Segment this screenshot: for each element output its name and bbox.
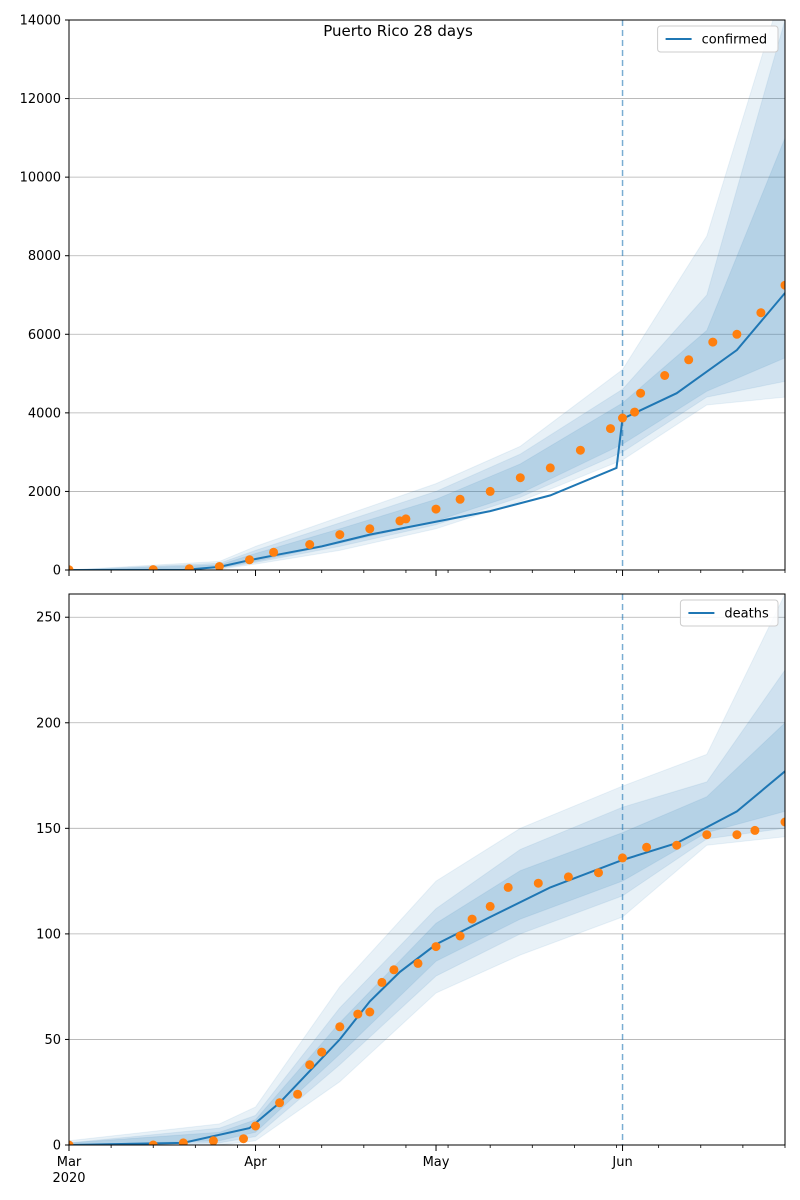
legend-box-deaths — [679, 599, 779, 627]
point-confirmed-23 — [708, 337, 718, 347]
point-confirmed-11 — [431, 504, 441, 514]
point-deaths-23 — [594, 868, 603, 878]
band-outer-confirmed — [69, 20, 785, 570]
point-deaths-8 — [305, 1060, 315, 1070]
band-outer-deaths — [69, 594, 785, 1145]
point-deaths-1 — [148, 1140, 158, 1145]
y-tick-label-deaths-1: 50 — [44, 1033, 61, 1048]
point-deaths-17 — [455, 931, 465, 941]
y-tick-label-confirmed-1: 2000 — [28, 485, 61, 500]
y-tick-label-confirmed-2: 4000 — [28, 406, 61, 421]
legend-label-confirmed: confirmed — [702, 33, 768, 48]
point-deaths-28 — [732, 830, 742, 840]
point-deaths-25 — [642, 842, 652, 852]
point-confirmed-16 — [575, 445, 585, 455]
y-tick-label-confirmed-7: 14000 — [20, 14, 61, 29]
point-confirmed-12 — [455, 494, 465, 504]
band-middle-deaths — [69, 669, 785, 1145]
point-deaths-14 — [389, 965, 399, 975]
point-confirmed-24 — [732, 329, 742, 339]
legend-label-deaths: deaths — [724, 607, 769, 622]
x-tick-label-jun: Jun — [611, 1155, 632, 1170]
point-confirmed-3 — [214, 562, 224, 570]
y-tick-label-deaths-3: 150 — [36, 822, 61, 837]
point-confirmed-7 — [335, 530, 345, 540]
chart-title: Puerto Rico 28 days — [323, 22, 473, 40]
deaths-chart-panel: 0 50 100 150 200 250 Mar Apr May Jun 2020 deaths — [36, 593, 786, 1186]
point-confirmed-18 — [618, 413, 627, 423]
point-deaths-19 — [485, 901, 495, 911]
point-confirmed-4 — [245, 555, 254, 565]
point-deaths-15 — [413, 958, 423, 968]
point-confirmed-26 — [780, 280, 785, 290]
point-confirmed-8 — [365, 524, 375, 534]
point-deaths-0 — [69, 1140, 74, 1145]
x-tick-label-may: May — [423, 1155, 450, 1170]
point-deaths-13 — [377, 977, 387, 987]
x-tick-label-apr: Apr — [244, 1155, 267, 1170]
y-tick-label-confirmed-5: 10000 — [20, 171, 61, 186]
point-deaths-12 — [365, 1007, 375, 1017]
point-confirmed-22 — [684, 355, 694, 365]
point-deaths-6 — [275, 1098, 285, 1108]
point-deaths-16 — [431, 942, 441, 952]
point-deaths-18 — [467, 914, 477, 924]
point-deaths-4 — [239, 1134, 248, 1144]
point-deaths-27 — [702, 830, 712, 840]
band-middle-confirmed — [69, 20, 785, 570]
legend-deaths: deaths — [679, 599, 779, 627]
point-deaths-29 — [750, 825, 760, 835]
point-deaths-5 — [251, 1121, 260, 1131]
point-deaths-30 — [780, 817, 785, 827]
legend-confirmed: confirmed — [657, 25, 779, 53]
point-confirmed-13 — [485, 486, 495, 496]
point-deaths-24 — [618, 853, 627, 863]
point-confirmed-2 — [184, 564, 194, 570]
point-deaths-9 — [317, 1047, 327, 1057]
axes-frame-confirmed — [68, 19, 786, 571]
point-confirmed-10 — [401, 514, 411, 524]
point-confirmed-21 — [660, 371, 670, 380]
y-tick-label-confirmed-0: 0 — [53, 564, 61, 579]
point-deaths-3 — [208, 1136, 218, 1145]
point-deaths-7 — [293, 1089, 303, 1099]
x-year-label: 2020 — [52, 1171, 85, 1186]
line-deaths — [69, 770, 785, 1145]
point-confirmed-6 — [305, 540, 315, 549]
point-confirmed-17 — [606, 424, 615, 434]
point-deaths-2 — [178, 1138, 188, 1145]
point-confirmed-0 — [69, 565, 74, 570]
point-deaths-21 — [533, 878, 543, 888]
point-deaths-10 — [335, 1022, 345, 1032]
point-confirmed-19 — [630, 407, 640, 417]
point-confirmed-25 — [756, 308, 766, 318]
confirmed-chart-panel: 0 2000 4000 6000 8000 10000 12000 14000 Puerto R… — [20, 14, 786, 579]
point-confirmed-1 — [148, 565, 158, 570]
y-tick-label-deaths-5: 250 — [36, 611, 61, 626]
point-confirmed-20 — [636, 388, 646, 398]
line-confirmed — [69, 292, 785, 570]
point-confirmed-5 — [269, 547, 279, 557]
x-tick-label-mar: Mar — [57, 1155, 82, 1170]
y-tick-label-deaths-0: 0 — [53, 1139, 61, 1154]
y-tick-label-deaths-2: 100 — [36, 927, 61, 942]
y-tick-label-confirmed-6: 12000 — [20, 92, 61, 107]
y-tick-label-deaths-4: 200 — [36, 716, 61, 731]
legend-box-confirmed — [657, 25, 779, 53]
point-deaths-22 — [563, 872, 573, 882]
point-deaths-26 — [672, 840, 682, 850]
y-tick-label-confirmed-3: 6000 — [28, 328, 61, 343]
axes-frame-deaths — [68, 593, 786, 1146]
point-deaths-20 — [503, 882, 513, 892]
point-deaths-11 — [353, 1009, 363, 1019]
point-confirmed-14 — [515, 473, 525, 483]
y-tick-label-confirmed-4: 8000 — [28, 249, 61, 264]
point-confirmed-15 — [545, 463, 555, 473]
